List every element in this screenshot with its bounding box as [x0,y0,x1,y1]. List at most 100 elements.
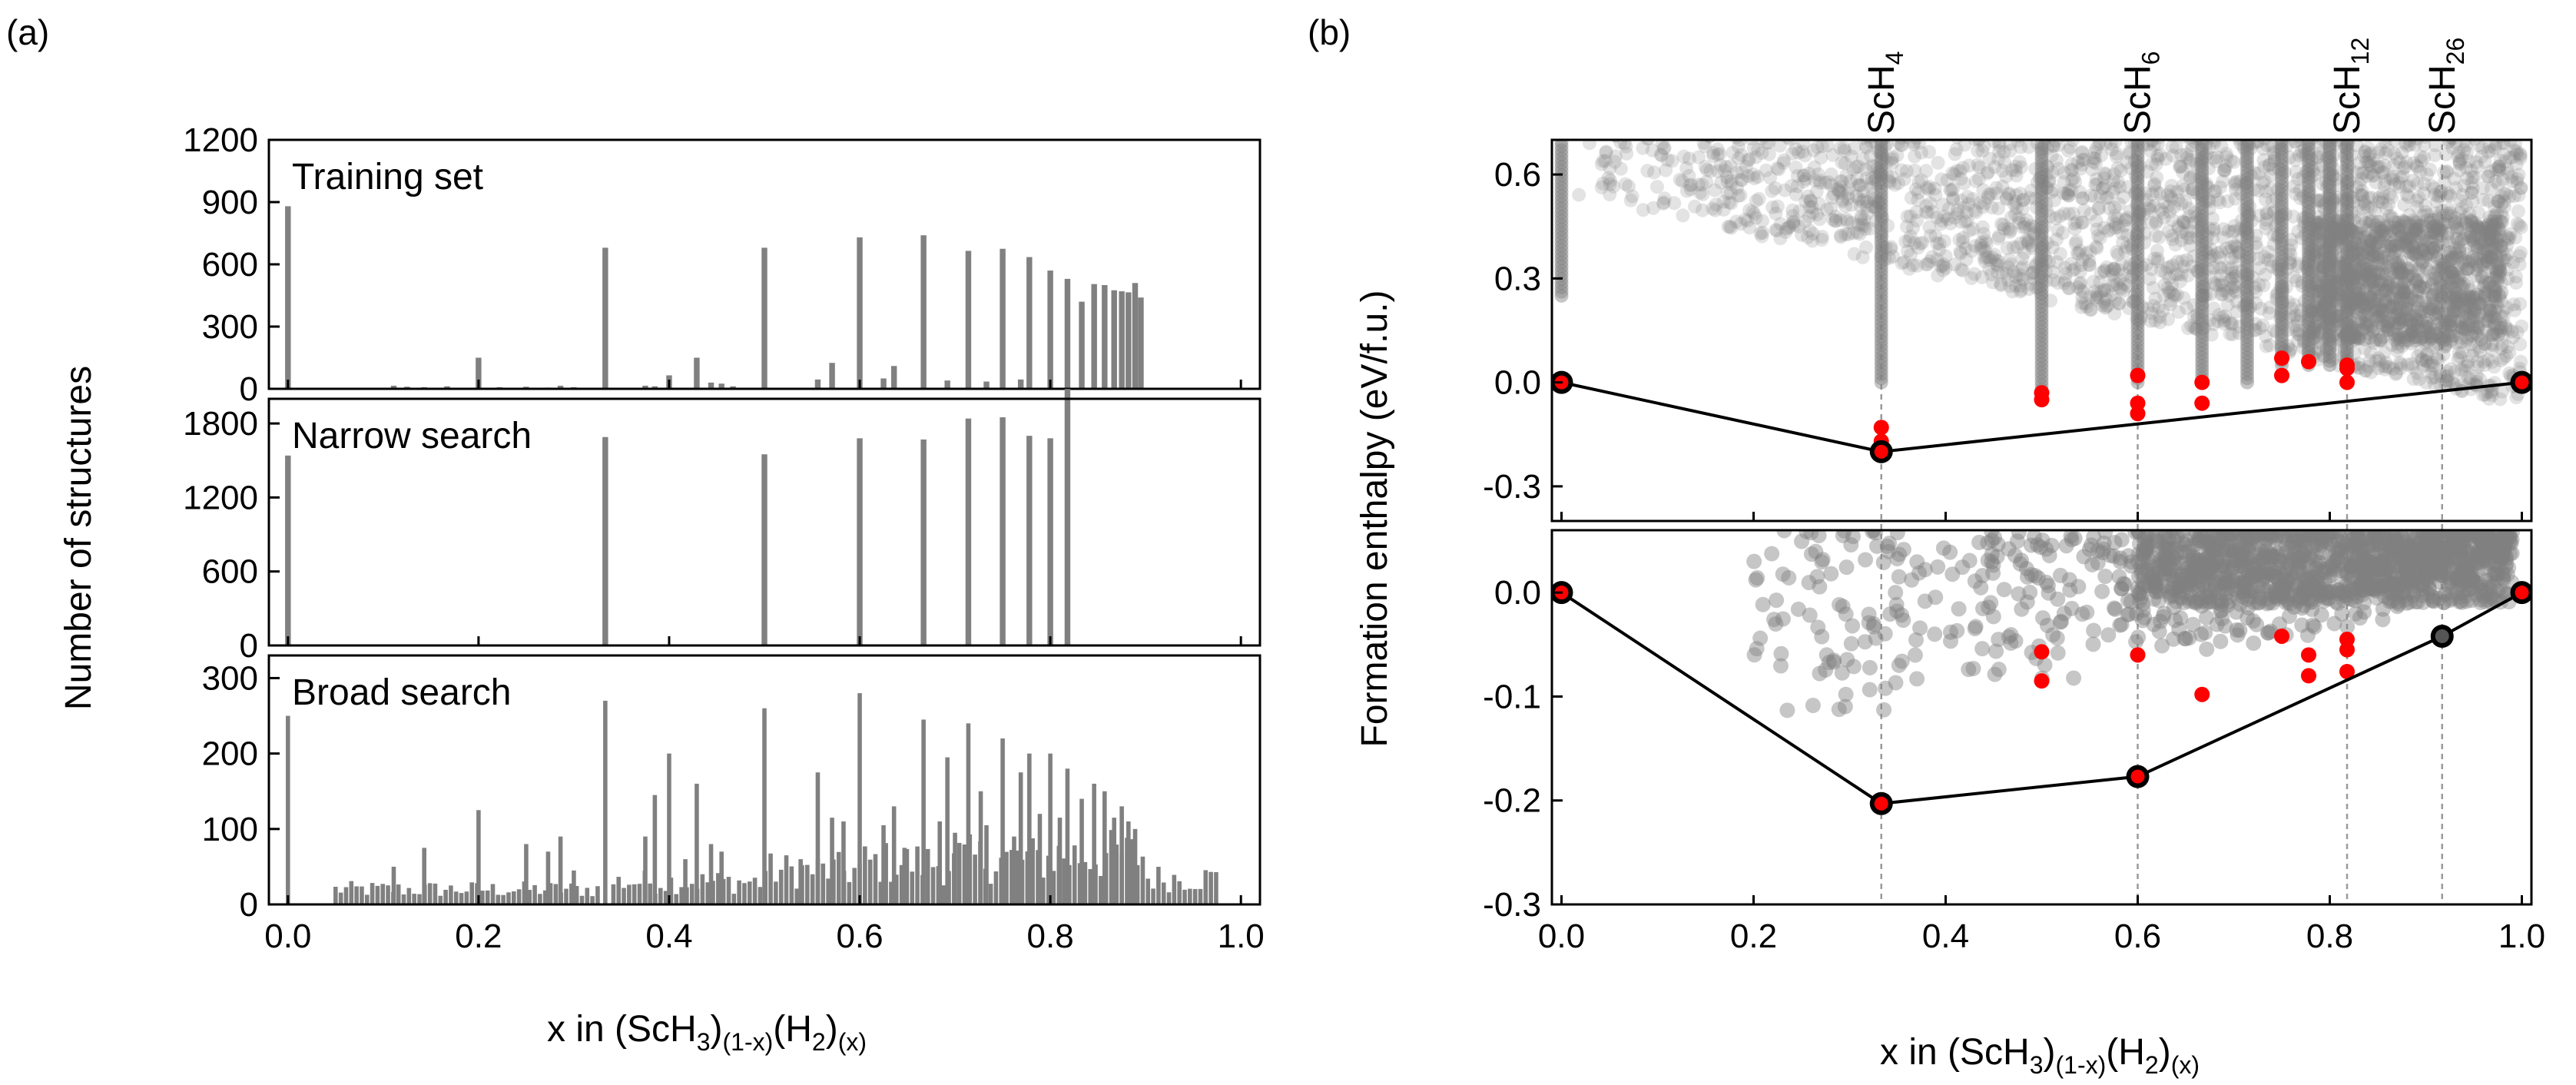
bar [422,848,426,904]
scatter-point [2275,191,2289,206]
scatter-point [2289,324,2303,338]
bar-bg [731,894,737,904]
scatter-point [1838,144,1852,158]
scatter-point [2127,255,2142,270]
scatter-point [1875,211,1890,225]
scatter-point [2228,191,2243,206]
scatter-point [1910,140,1924,145]
scatter-point [2500,340,2515,354]
scatter-point [2322,140,2336,154]
scatter-point [2146,280,2160,295]
bar-bg [364,894,370,904]
scatter-point [2340,254,2354,268]
scatter-point [1891,569,1907,585]
scatter-point [2338,238,2352,253]
scatter-point [2038,140,2053,146]
scatter-point [2238,121,2252,134]
scatter-point [2240,188,2254,203]
scatter-point [2342,188,2356,203]
scatter-point [2340,221,2354,235]
scatter-point [1620,146,1634,161]
scatter-point [2450,220,2465,234]
scatter-point [2195,259,2210,274]
scatter-point [2240,168,2254,182]
bar [667,753,671,904]
scatter-point [2206,317,2221,331]
scatter-point [2390,274,2405,289]
scatter-point [2130,284,2145,298]
scatter-point [2212,307,2226,322]
bar [708,844,714,904]
scatter-point [2336,295,2351,310]
bar-bg [993,871,999,904]
scatter-point [1712,117,1726,131]
scatter-point [2340,312,2354,327]
scatter-point [1949,142,1964,157]
scatter-point [2162,284,2177,299]
scatter-point [2450,324,2465,338]
scatter-point [2064,157,2079,171]
scatter-point [2438,307,2453,321]
scatter-point [1595,118,1609,131]
scatter-point [1852,227,1867,241]
scatter-point [2240,363,2254,377]
scatter-point [2267,324,2282,338]
scatter-point [2455,201,2469,216]
scatter-point [1799,172,1813,187]
scatter-point [1857,192,1871,207]
scatter-point [2494,309,2508,324]
scatter-point [2195,238,2210,253]
scatter-point [2195,325,2210,340]
red-point [1873,420,1889,436]
scatter-point [2386,158,2401,173]
scatter-point [2485,343,2499,357]
scatter-point [1845,118,1858,132]
scatter-point [2195,171,2210,186]
scatter-point [2377,245,2392,260]
scatter-point [1938,209,1952,224]
scatter-point [2183,231,2198,245]
bar [1064,389,1071,645]
scatter-point [1649,180,1664,194]
scatter-point [2322,229,2337,244]
bar [390,385,397,389]
scatter-point [2240,213,2254,227]
scatter-point [1874,375,1888,390]
scatter-point [2322,241,2337,256]
scatter-point [2149,214,2163,229]
scatter-point [1923,228,1938,243]
scatter-point [2132,206,2147,221]
scatter-point [2275,179,2289,194]
scatter-point [2048,211,2063,226]
scatter-point [2251,140,2266,148]
scatter-point [2486,122,2500,136]
scatter-point [1874,263,1888,277]
scatter-point [2465,170,2480,184]
scatter-point [1790,179,1805,194]
scatter-point [2275,245,2289,260]
bar-bg [826,878,830,904]
scatter-point [2195,209,2210,224]
scatter-point [2385,211,2399,226]
scatter-point [1859,199,1874,214]
scatter-point [2240,271,2254,286]
scatter-point [1838,199,1853,214]
scatter-point [2304,342,2319,357]
scatter-point [2509,269,2524,284]
scatter-point [2359,363,2373,378]
scatter-point [2322,274,2337,289]
scatter-point [2439,373,2454,388]
y-tick-label: 0 [240,370,258,408]
scatter-point [2213,121,2226,135]
scatter-point [2324,155,2339,170]
scatter-point [1755,118,1769,132]
scatter-point [2034,340,2049,355]
scatter-point [2322,324,2337,339]
scatter-point [2240,267,2254,281]
scatter-point [2195,213,2210,227]
scatter-point [2263,158,2277,172]
scatter-point [1966,122,1980,136]
scatter-point [2240,180,2254,194]
scatter-point [2034,311,2049,326]
